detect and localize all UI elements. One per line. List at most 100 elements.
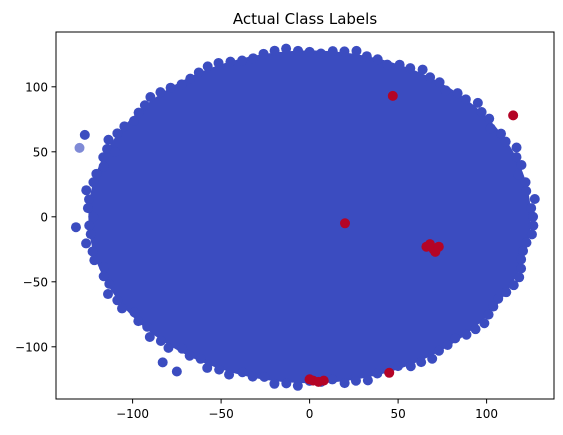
cluster-edge-point [479, 318, 489, 328]
scatter-point-class-1 [508, 110, 518, 120]
cluster-edge-point [521, 177, 531, 187]
plot-area [71, 44, 540, 391]
cluster-edge-point [512, 143, 522, 153]
cluster-edge-point [259, 49, 269, 59]
x-tick-label: −100 [116, 407, 149, 421]
cluster-edge-point [84, 194, 94, 204]
cluster-edge-point [88, 212, 98, 222]
cluster-edge-point [528, 221, 538, 231]
cluster-edge-point [363, 375, 373, 385]
scatter-point-class-0 [75, 143, 85, 153]
x-axis: −100 −50 0 50 100 [116, 399, 498, 421]
cluster-edge-point [88, 177, 98, 187]
cluster-edge-point [328, 46, 338, 56]
cluster-edge-point [225, 57, 235, 67]
cluster-edge-point [493, 294, 503, 304]
chart-title: Actual Class Labels [233, 10, 377, 28]
cluster-edge-point [425, 72, 435, 82]
scatter-point-class-1 [388, 91, 398, 101]
cluster-edge-point [393, 361, 403, 371]
cluster-edge-point [351, 376, 361, 386]
cluster-edge-point [373, 54, 383, 64]
cluster-edge-point [405, 63, 415, 73]
cluster-edge-point [104, 279, 114, 289]
cluster-edge-point [248, 53, 258, 63]
cluster-edge-point [281, 378, 291, 388]
cluster-edge-point [443, 340, 453, 350]
y-tick-label: −50 [23, 275, 48, 289]
cluster-edge-point [237, 56, 247, 66]
cluster-edge-point [484, 114, 494, 124]
cluster-edge-point [435, 77, 445, 87]
x-tick-label: −50 [208, 407, 233, 421]
cluster-edge-point [327, 374, 337, 384]
cluster-edge-point [98, 152, 108, 162]
cluster-edge-point [81, 238, 91, 248]
cluster-edge-point [514, 272, 524, 282]
cluster-edge-point [214, 58, 224, 68]
cluster-edge-point [530, 194, 540, 204]
scatter-point-class-1 [425, 239, 435, 249]
cluster-edge-point [89, 255, 99, 265]
cluster-edge-point [339, 46, 349, 56]
cluster-edge-point [269, 379, 279, 389]
cluster-edge-point [224, 370, 234, 380]
scatter-point-class-0 [80, 130, 90, 140]
cluster-edge-point [521, 186, 531, 196]
cluster-edge-point [103, 289, 113, 299]
cluster-edge-point [316, 49, 326, 59]
cluster-edge-point [516, 263, 526, 273]
y-tick-label: 50 [33, 145, 48, 159]
cluster-edge-point [521, 238, 531, 248]
cluster-edge-point [88, 246, 98, 256]
cluster-edge-point [203, 61, 213, 71]
cluster-edge-point [86, 229, 96, 239]
cluster-edge-point [259, 372, 269, 382]
scatter-point-class-1 [340, 218, 350, 228]
cluster-edge-point [513, 170, 523, 180]
scatter-point-class-0 [110, 147, 120, 157]
cluster-edge-point [155, 87, 165, 97]
cluster-edge-point [270, 46, 280, 56]
cluster-edge-point [305, 47, 315, 57]
cluster-edge-point [526, 203, 536, 213]
x-tick-label: 0 [306, 407, 314, 421]
scatter-point-class-0 [71, 222, 81, 232]
cluster-edge-point [133, 316, 143, 326]
cluster-edge-point [372, 368, 382, 378]
cluster-edge-point [406, 361, 416, 371]
cluster-edge-point [129, 116, 139, 126]
x-tick-label: 50 [390, 407, 405, 421]
scatter-point-class-0 [172, 367, 182, 377]
y-tick-label: 0 [40, 210, 48, 224]
cluster-edge-point [528, 212, 538, 222]
cluster-edge-point [471, 324, 481, 334]
cluster-edge-point [351, 46, 361, 56]
cluster-edge-point [156, 336, 166, 346]
scatter-point-class-1 [384, 368, 394, 378]
cluster-edge-point [103, 135, 113, 145]
cluster-edge-point [281, 44, 291, 54]
cluster-edge-point [145, 332, 155, 342]
scatter-point-class-1 [319, 376, 329, 386]
cluster-edge-point [293, 46, 303, 56]
scatter-point-class-1 [305, 374, 315, 384]
cluster-edge-point [496, 129, 506, 139]
cluster-edge-point [117, 303, 127, 313]
cluster-edge-point [185, 74, 195, 84]
cluster-edge-point [99, 262, 109, 272]
cluster-edge-point [416, 357, 426, 367]
cluster-edge-point [163, 343, 173, 353]
cluster-edge-point [130, 307, 140, 317]
cluster-edge-point [145, 92, 155, 102]
cluster-edge-point [418, 65, 428, 75]
cluster-edge-point [81, 185, 91, 195]
cluster-edge-point [441, 85, 451, 95]
cluster-edge-point [434, 346, 444, 356]
cluster-edge-point [214, 365, 224, 375]
cluster-edge-point [395, 60, 405, 70]
cluster-edge-point [84, 220, 94, 230]
cluster-edge-point [83, 203, 93, 213]
cluster-edge-point [237, 367, 247, 377]
